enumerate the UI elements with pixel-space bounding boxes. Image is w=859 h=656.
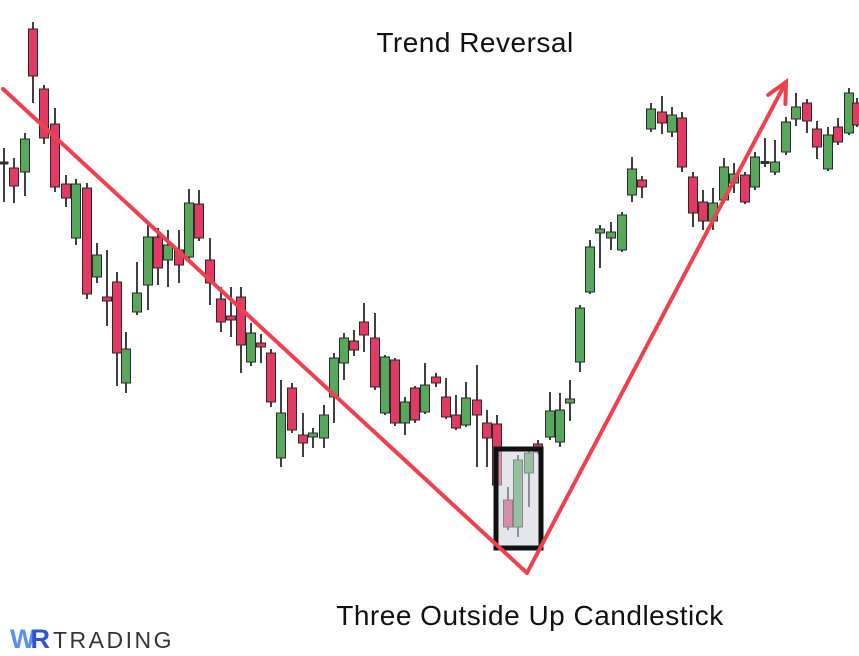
pattern-highlight-box <box>493 446 544 551</box>
bearish-candle <box>216 287 226 332</box>
bullish-candle <box>121 332 131 393</box>
bearish-candle <box>256 334 266 363</box>
bullish-candle <box>575 305 585 372</box>
bullish-candle <box>132 262 142 315</box>
bullish-candle <box>339 333 349 380</box>
bearish-candle <box>153 228 163 285</box>
logo-letter-w: W <box>10 624 36 654</box>
bearish-candle <box>657 96 667 134</box>
bullish-candle <box>555 393 565 447</box>
bullish-candle <box>667 107 677 137</box>
bearish-candle <box>802 99 812 133</box>
bearish-candle <box>812 121 822 159</box>
bullish-candle <box>246 323 256 366</box>
pattern-caption: Three Outside Up Candlestick <box>336 600 724 631</box>
bullish-candle <box>791 93 801 126</box>
doji-candle <box>0 148 9 202</box>
bullish-candle <box>184 189 194 259</box>
logo-letter-r: R <box>30 624 50 654</box>
bearish-candle <box>482 410 492 467</box>
downtrend-line <box>1 87 529 575</box>
bullish-candle <box>565 380 575 421</box>
bullish-candle <box>646 103 656 132</box>
bearish-candle <box>637 176 647 198</box>
bearish-candle <box>698 190 708 230</box>
bearish-candle <box>236 287 246 373</box>
bearish-candle <box>102 250 112 326</box>
bearish-candle <box>431 373 441 387</box>
bearish-candle <box>226 287 236 337</box>
bearish-candle <box>833 118 843 145</box>
bearish-candle <box>390 358 400 426</box>
bearish-candle <box>451 395 461 430</box>
bullish-candle <box>606 222 616 250</box>
bearish-candle <box>410 386 420 423</box>
bullish-candle <box>617 212 627 252</box>
bullish-candle <box>71 179 81 245</box>
bullish-candle <box>276 380 286 467</box>
bearish-candle <box>266 349 276 407</box>
bullish-candle <box>627 157 637 202</box>
bearish-candle <box>677 112 687 172</box>
bearish-candle <box>287 383 297 433</box>
bullish-candle <box>20 133 30 196</box>
bullish-candle <box>461 382 471 427</box>
bullish-candle <box>595 225 605 268</box>
brand-logo: W R TRADING <box>10 624 174 655</box>
bearish-candle <box>28 22 38 103</box>
bullish-candle <box>823 127 833 171</box>
bearish-candle <box>349 330 359 356</box>
bearish-candle <box>194 190 204 241</box>
bearish-candle <box>298 413 308 457</box>
bearish-candle <box>441 378 451 419</box>
doji-candle <box>760 138 770 167</box>
bearish-candle <box>740 172 750 204</box>
bearish-candle <box>112 272 122 386</box>
bearish-candle <box>82 183 92 299</box>
bullish-candle <box>380 355 390 415</box>
bearish-candle <box>39 85 49 144</box>
bullish-candle <box>92 243 102 283</box>
bearish-candle <box>61 175 71 207</box>
bearish-candle <box>9 158 19 203</box>
trend-arrow-head-icon <box>766 78 789 106</box>
bullish-candle <box>781 117 791 155</box>
bullish-candle <box>308 428 318 448</box>
bearish-candle <box>370 313 380 390</box>
bullish-candle <box>585 240 595 294</box>
bearish-candle <box>359 303 369 352</box>
bearish-candle <box>852 98 859 127</box>
bullish-candle <box>750 152 760 190</box>
logo-trading-text: TRADING <box>52 627 174 653</box>
bullish-candle <box>545 392 555 440</box>
bearish-candle <box>205 238 215 305</box>
bullish-candle <box>770 140 780 175</box>
bullish-candle <box>319 405 329 448</box>
bearish-candle <box>50 108 60 192</box>
page-title: Trend Reversal <box>376 27 574 58</box>
bullish-candle <box>143 222 153 310</box>
bearish-candle <box>688 172 698 227</box>
bullish-candle <box>329 353 339 423</box>
bullish-candle <box>420 363 430 414</box>
uptrend-line <box>525 80 788 575</box>
bullish-candle <box>400 397 410 435</box>
bearish-candle <box>472 365 482 467</box>
